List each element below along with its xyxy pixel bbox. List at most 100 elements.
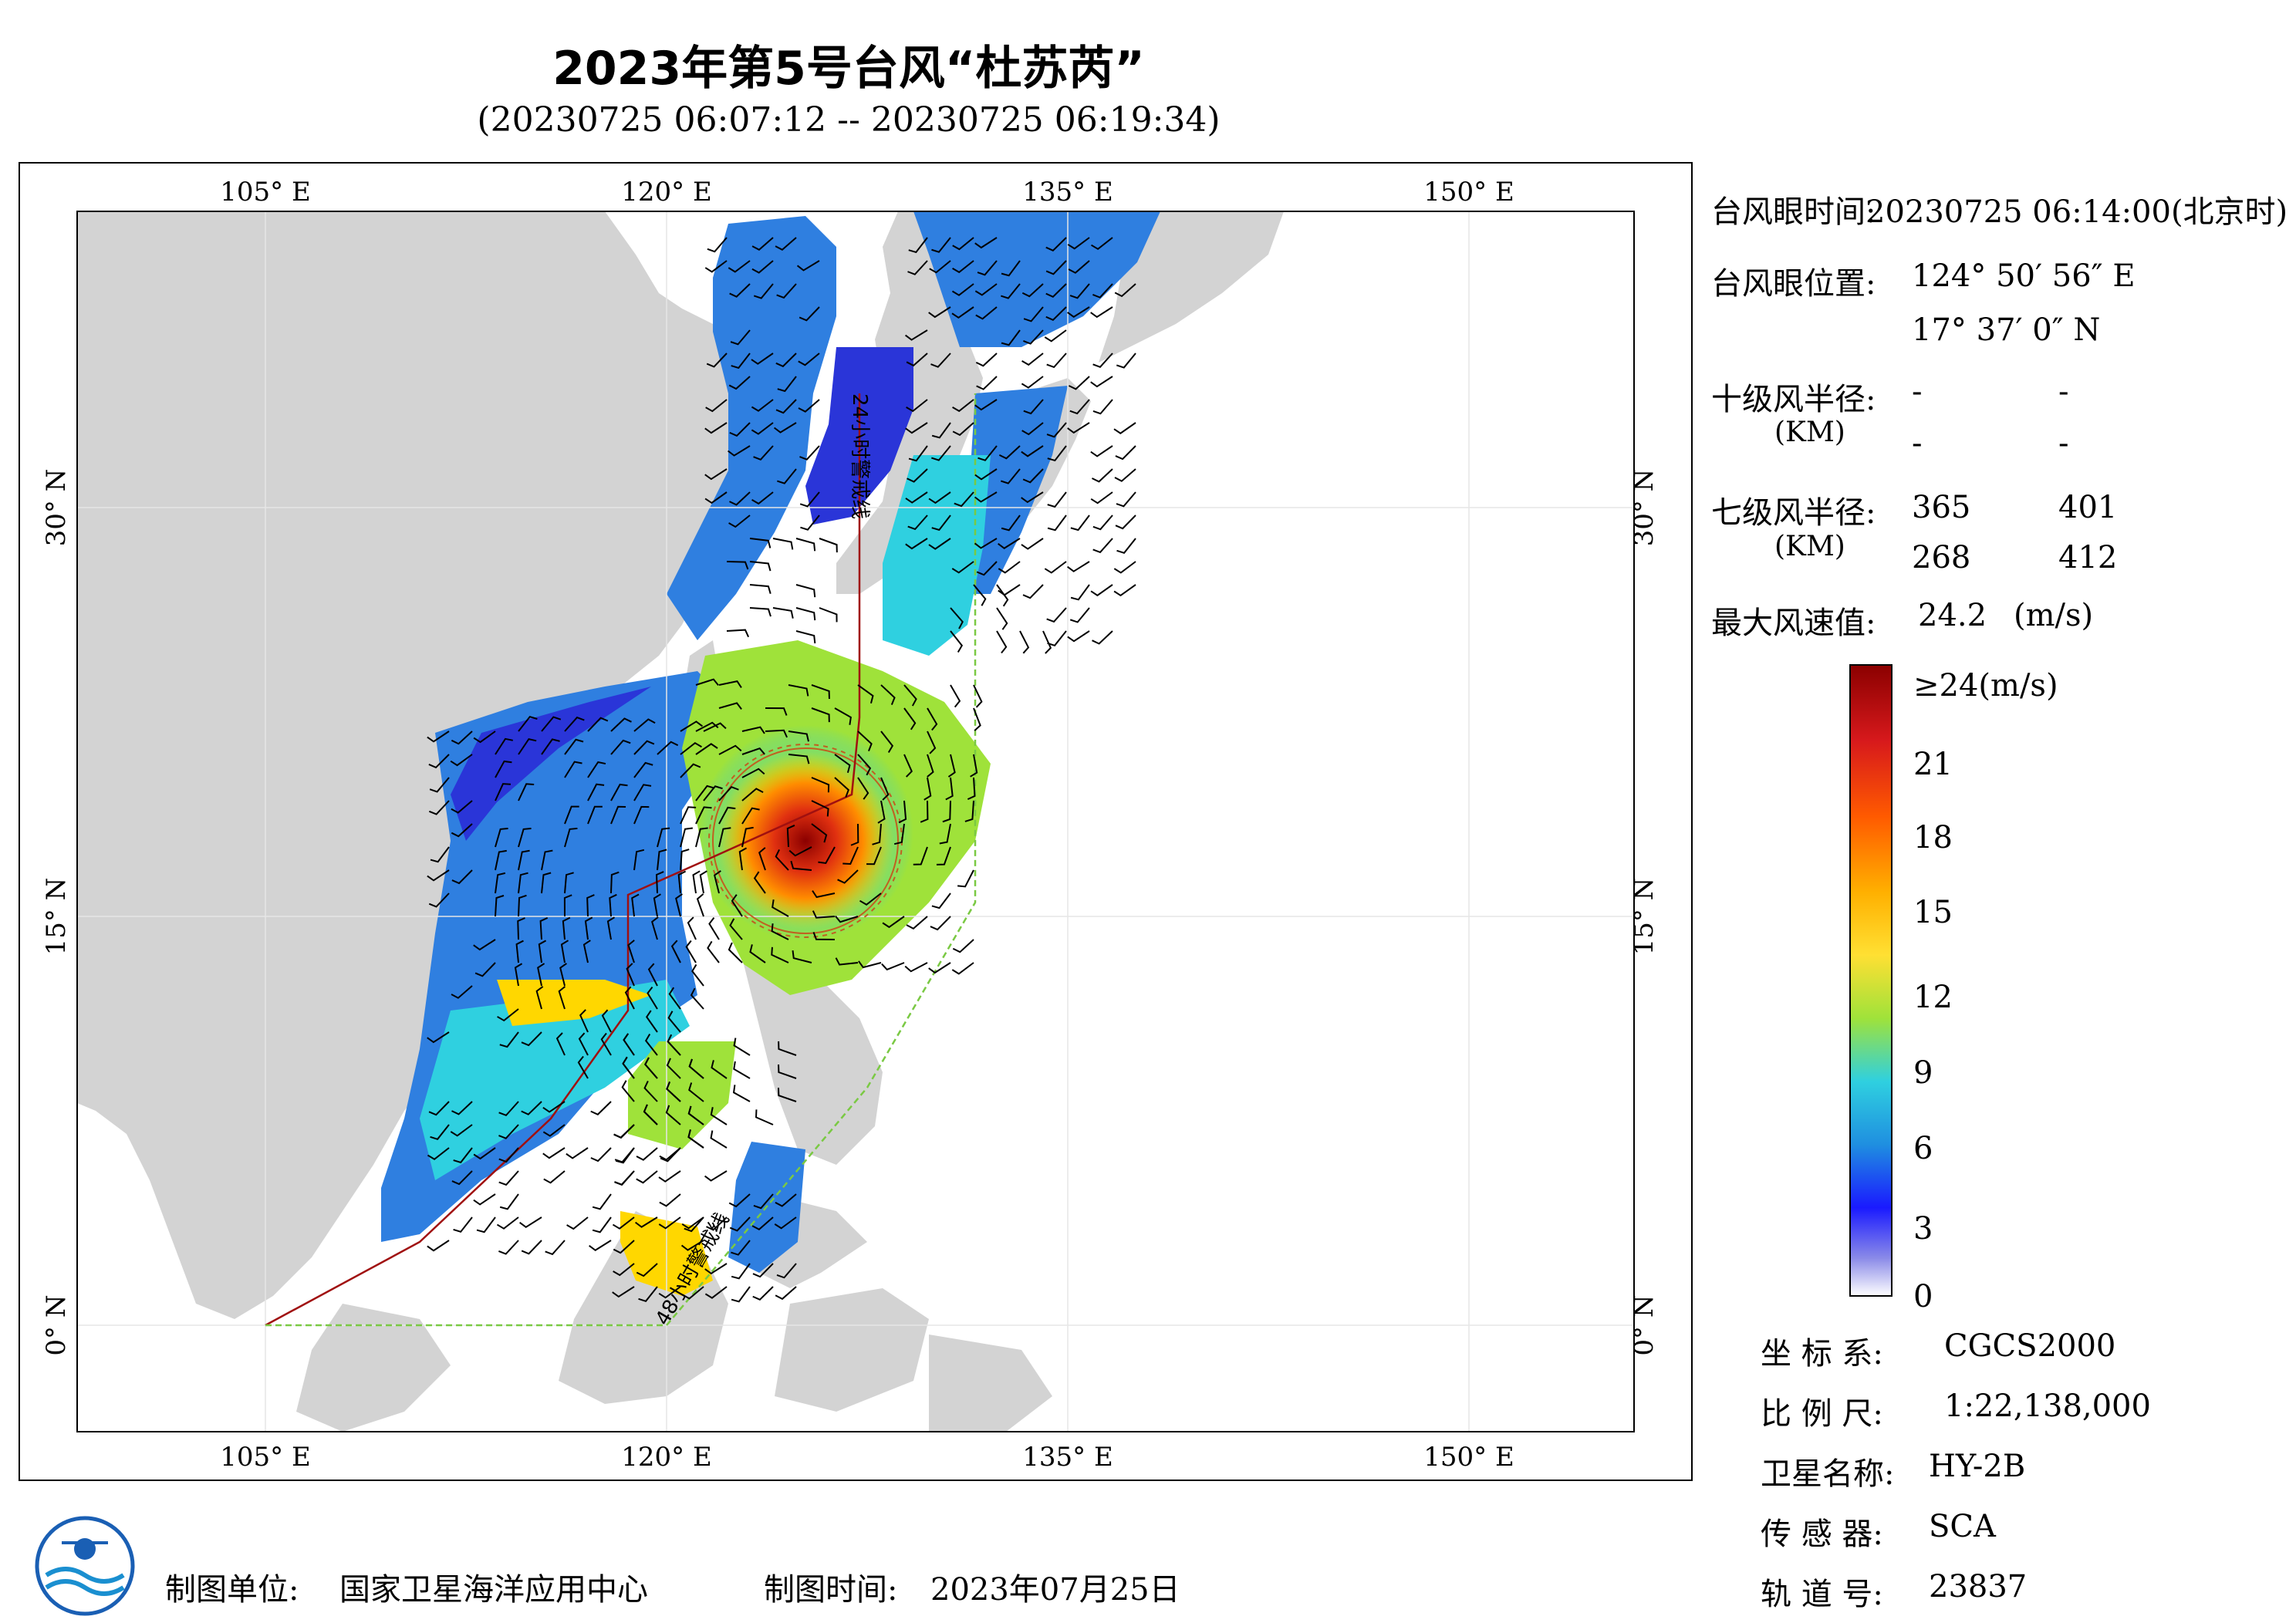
wind-barb [707, 237, 728, 253]
wind-barb [473, 1147, 496, 1160]
wind-barb [951, 561, 974, 574]
wind-barb [903, 684, 917, 707]
wind-barb [1019, 630, 1030, 654]
wind-barb [907, 515, 928, 531]
wind-barb [1068, 260, 1090, 274]
wind-barb [1044, 561, 1067, 574]
wind-barb [657, 827, 670, 848]
wind-barb [498, 1147, 519, 1163]
wind-barb [775, 353, 797, 368]
wind-barb [930, 353, 951, 368]
wind-barb [657, 849, 667, 871]
wind-barb [578, 1032, 589, 1056]
wind-barb [727, 445, 751, 457]
wind-barb [837, 869, 859, 884]
wind-barb [1067, 306, 1090, 319]
wind-barb [670, 940, 681, 963]
wind-barb [1021, 353, 1044, 366]
wind-barb [880, 731, 894, 753]
wind-barb [718, 702, 742, 710]
wind-barb [647, 986, 658, 1010]
wind-barb [498, 1170, 519, 1186]
orbit-label: 轨 道 号: [1761, 1577, 1883, 1612]
wind-barb [893, 823, 905, 845]
wind-barb [835, 957, 859, 966]
wind-barb [633, 849, 645, 871]
wind-barb [872, 823, 882, 845]
wind-barb [729, 1216, 751, 1232]
wind-barb [751, 237, 774, 251]
wind-barb [947, 754, 956, 778]
wind-barb [928, 538, 951, 550]
wind-barb [952, 939, 974, 953]
wind-barb [586, 894, 595, 917]
map-title: 2023年第5号台风“杜苏芮” [552, 42, 1145, 96]
wind-barb [951, 962, 974, 975]
warning-line-24h-label: 24小时警戒线 [848, 393, 871, 519]
lat-tick-left: 30° N [41, 469, 72, 547]
wind-barb [776, 283, 797, 299]
wind-barb [906, 399, 928, 413]
eye-time-value: 20230725 06:14:00(北京时) [1866, 194, 2288, 230]
wind-barb [800, 515, 820, 531]
wind-barb [788, 846, 812, 857]
wind-barb [563, 894, 572, 917]
wind-barb [427, 1147, 450, 1160]
wind-barb [633, 718, 656, 732]
wind-barb [1113, 584, 1136, 597]
wind-barb [518, 828, 532, 848]
wind-barb [729, 283, 751, 298]
colorbar-label: 15 [1913, 895, 1953, 930]
wind-barb [610, 805, 626, 825]
lon-tick-bottom: 150° E [1423, 1442, 1514, 1473]
wind-barb [718, 680, 742, 689]
wind-barb [706, 353, 728, 368]
wind-barb [1021, 283, 1044, 298]
wind-barb [708, 916, 720, 940]
wind-barb [834, 707, 852, 725]
wind-barb [518, 849, 530, 871]
wind-barb [906, 353, 928, 367]
wind-barb [904, 329, 928, 341]
wind-barb [880, 777, 890, 801]
wind-barb [684, 1216, 704, 1233]
wind-barb [799, 445, 820, 461]
wind-barb [775, 237, 797, 251]
wind-barb [519, 1216, 542, 1229]
r10-label: 十级风半径: [1711, 382, 1876, 417]
wind-barb [930, 916, 951, 931]
wind-barb [1045, 283, 1067, 298]
wind-barb [753, 871, 766, 894]
wind-barb [1070, 584, 1090, 601]
wind-barb [1115, 445, 1136, 461]
wind-barb [704, 1170, 728, 1182]
wind-barb [687, 916, 697, 940]
wind-barb [777, 376, 797, 393]
wind-barb [451, 800, 473, 814]
wind-barb [600, 1032, 612, 1056]
wind-barb [749, 538, 772, 548]
lat-tick-left: 0° N [41, 1294, 72, 1355]
wind-barb [880, 684, 896, 706]
wind-barb [601, 1009, 612, 1033]
wind-barb [942, 800, 951, 823]
wind-barb [731, 1286, 751, 1303]
wind-barb [1047, 445, 1067, 462]
wind-barb [656, 871, 664, 894]
wind-barb [778, 1064, 797, 1079]
wind-barb [680, 741, 702, 755]
wind-barb [927, 707, 938, 731]
wind-barb [857, 754, 872, 776]
wind-barb [518, 737, 537, 755]
wind-barb [495, 760, 512, 778]
wind-barb [473, 731, 496, 744]
wind-barb [579, 1009, 589, 1033]
lon-tick-top: 105° E [220, 177, 311, 208]
wind-barb [751, 353, 774, 365]
wind-barb [728, 376, 751, 390]
wind-barb [613, 1263, 635, 1277]
wind-barb [675, 893, 683, 917]
wind-barb [931, 445, 951, 461]
wind-barb [718, 786, 739, 801]
lon-tick-top: 120° E [621, 177, 712, 208]
